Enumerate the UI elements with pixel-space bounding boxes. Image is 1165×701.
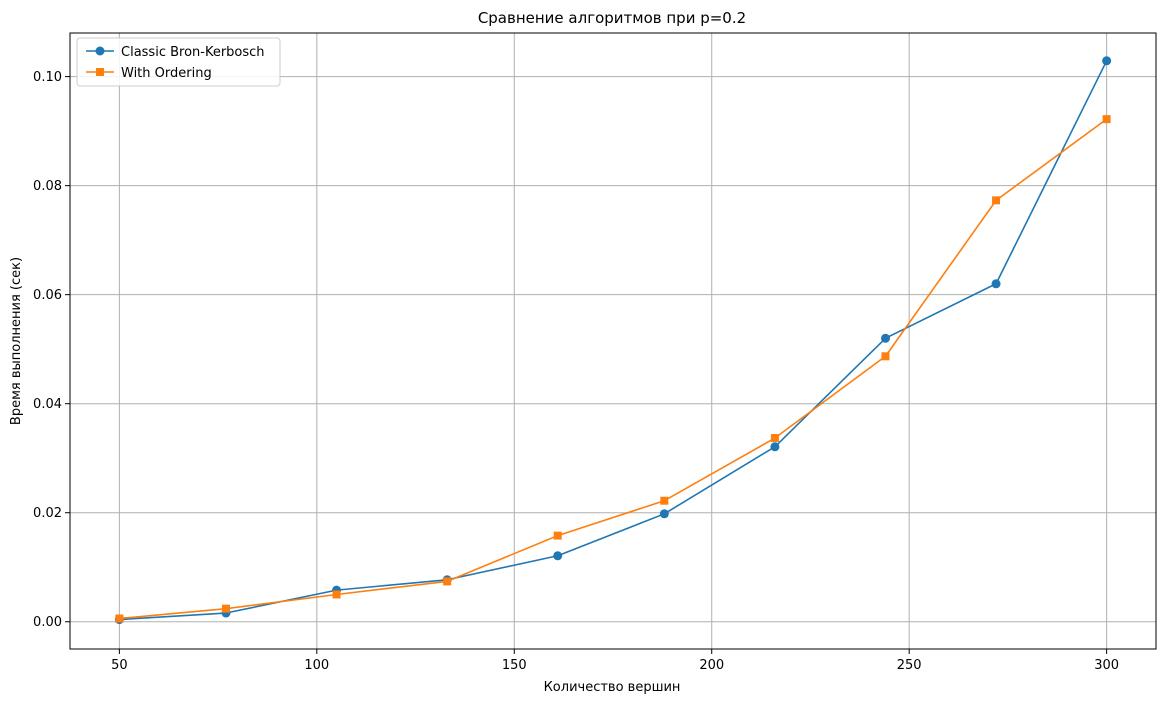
- x-tick-label: 50: [111, 658, 128, 673]
- x-tick-label: 250: [897, 658, 922, 673]
- series-layer: [114, 56, 1112, 625]
- plot-frame: [69, 32, 1157, 650]
- data-point: [659, 509, 669, 519]
- x-tick-label: 100: [304, 658, 329, 673]
- legend-box: [76, 37, 281, 87]
- y-tick-label: 0.00: [33, 615, 62, 630]
- data-point: [553, 551, 563, 561]
- x-axis-label: Количество вершин: [544, 680, 681, 695]
- legend-marker-ordering: [96, 68, 104, 76]
- series-line: [119, 118, 1108, 620]
- data-point: [880, 333, 890, 343]
- data-point: [1102, 115, 1111, 124]
- legend: Classic Bron-Kerbosch With Ordering: [76, 37, 281, 87]
- data-point: [991, 279, 1001, 289]
- data-point: [881, 352, 890, 361]
- data-point: [770, 442, 780, 452]
- y-axis: 0.00 0.02 0.04 0.06 0.08 0.10: [33, 70, 70, 630]
- y-tick-label: 0.04: [33, 397, 62, 412]
- data-point: [1102, 56, 1112, 66]
- data-point: [553, 531, 562, 540]
- data-point: [332, 590, 341, 599]
- data-point: [770, 434, 779, 443]
- y-tick-label: 0.08: [33, 179, 62, 194]
- x-axis: 50 100 150 200 250 300: [111, 649, 1119, 673]
- legend-label-classic: Classic Bron-Kerbosch: [121, 45, 265, 60]
- x-tick-label: 200: [699, 658, 724, 673]
- data-point: [443, 577, 452, 586]
- data-point: [221, 604, 230, 613]
- x-tick-label: 300: [1094, 658, 1119, 673]
- data-point: [992, 196, 1001, 205]
- y-tick-label: 0.10: [33, 70, 62, 85]
- data-point: [115, 614, 124, 623]
- y-tick-label: 0.06: [33, 288, 62, 303]
- plot-background: [70, 33, 1156, 649]
- series-with-ordering: [115, 115, 1111, 623]
- chart-title: Сравнение алгоритмов при p=0.2: [478, 9, 746, 27]
- legend-label-ordering: With Ordering: [121, 66, 212, 81]
- x-tick-label: 150: [502, 658, 527, 673]
- y-axis-label: Время выполнения (сек): [9, 257, 24, 425]
- data-point: [660, 496, 669, 505]
- legend-marker-classic: [95, 46, 105, 56]
- y-tick-label: 0.02: [33, 506, 62, 521]
